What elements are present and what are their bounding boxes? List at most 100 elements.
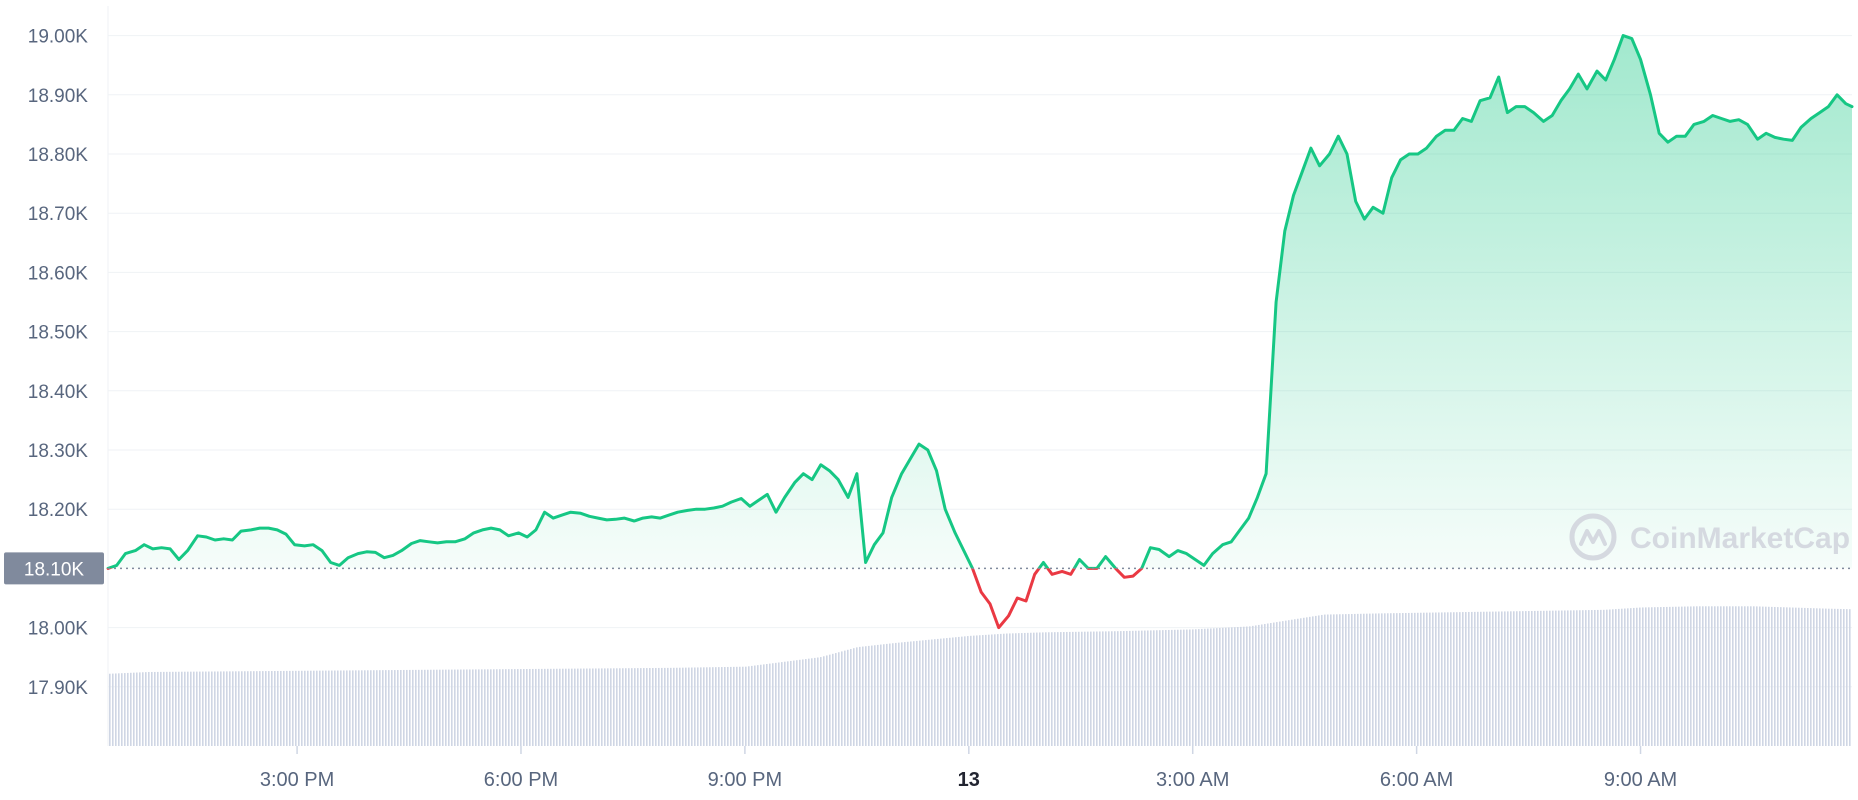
volume-bar	[1522, 611, 1524, 746]
volume-bar	[823, 656, 825, 746]
volume-bar	[1216, 628, 1218, 746]
volume-bar	[1564, 610, 1566, 746]
volume-bar	[1153, 630, 1155, 746]
y-tick-label: 18.40K	[28, 382, 89, 403]
volume-bar	[1084, 631, 1086, 746]
volume-bar	[868, 645, 870, 746]
volume-bar	[1381, 613, 1383, 746]
volume-bar	[826, 655, 828, 746]
volume-bar	[673, 667, 675, 746]
volume-bar	[466, 669, 468, 746]
volume-bar	[1117, 631, 1119, 746]
price-line-down	[106, 568, 1144, 630]
volume-bar	[1180, 629, 1182, 746]
grid-lines	[107, 6, 1852, 746]
volume-bar	[1018, 633, 1020, 746]
volume-bar	[490, 669, 492, 746]
y-tick-label: 18.70K	[28, 204, 89, 225]
volume-bar	[343, 670, 345, 746]
volume-bar	[427, 669, 429, 746]
volume-bar	[610, 668, 612, 746]
volume-bar	[295, 670, 297, 746]
reference-label-box	[4, 552, 104, 585]
volume-bar	[982, 635, 984, 746]
volume-bar	[778, 662, 780, 746]
volume-bar	[1405, 612, 1407, 746]
volume-bar	[1036, 632, 1038, 746]
volume-bar	[1291, 619, 1293, 746]
y-tick-label: 18.60K	[28, 263, 89, 284]
volume-bar	[1423, 612, 1425, 746]
volume-bar	[1369, 613, 1371, 746]
volume-bar	[1108, 631, 1110, 746]
volume-bar	[1195, 629, 1197, 746]
volume-bar	[820, 657, 822, 746]
volume-bar	[955, 637, 957, 746]
volume-bar	[196, 671, 198, 746]
volume-bar	[1372, 613, 1374, 746]
volume-bar	[979, 635, 981, 746]
volume-bar	[517, 669, 519, 746]
volume-bar	[1354, 613, 1356, 746]
volume-bar	[1630, 608, 1632, 746]
volume-bar	[124, 673, 126, 746]
x-tick-label: 6:00 AM	[1380, 769, 1453, 791]
volume-bar	[838, 652, 840, 746]
coinmarketcap-logo-icon	[1569, 513, 1617, 561]
volume-bar	[1006, 633, 1008, 746]
volume-bar	[1393, 613, 1395, 746]
price-area-fill	[108, 35, 1852, 569]
volume-bar	[712, 667, 714, 746]
volume-bar	[1174, 629, 1176, 746]
volume-bar	[1585, 610, 1587, 746]
volume-bar	[130, 672, 132, 746]
volume-bar	[769, 663, 771, 746]
volume-bar	[1639, 607, 1641, 746]
volume-bar	[793, 660, 795, 746]
volume-bar	[1375, 613, 1377, 746]
volume-bar	[1093, 631, 1095, 746]
x-axis: 3:00 PM 6:00 PM 9:00 PM 13 3:00 AM 6:00 AM 9:0…	[260, 746, 1677, 791]
volume-bar	[952, 637, 954, 746]
y-tick-label: 18.90K	[28, 86, 89, 107]
volume-bar	[1609, 609, 1611, 746]
volume-bar	[1240, 626, 1242, 746]
volume-bar	[166, 671, 168, 746]
volume-bar	[1450, 612, 1452, 746]
volume-bar	[1342, 614, 1344, 746]
volume-bar	[691, 667, 693, 746]
volume-bar	[1498, 611, 1500, 746]
volume-bar	[1000, 633, 1002, 746]
volume-bar	[1129, 630, 1131, 746]
volume-bar	[1558, 610, 1560, 746]
volume-bar	[667, 667, 669, 746]
volume-bar	[700, 667, 702, 746]
volume-bar	[1276, 622, 1278, 746]
volume-bar	[1477, 611, 1479, 746]
y-tick-label: 18.80K	[28, 145, 89, 166]
volume-bar	[946, 638, 948, 746]
volume-bar	[247, 671, 249, 746]
volume-bar	[1228, 627, 1230, 746]
volume-bar	[400, 669, 402, 746]
volume-bar	[274, 670, 276, 746]
volume-bar	[1321, 614, 1323, 746]
volume-bar	[1543, 610, 1545, 746]
reference-label: 18.10K	[24, 559, 85, 580]
volume-bar	[547, 668, 549, 746]
volume-bar	[844, 650, 846, 746]
volume-bar	[178, 671, 180, 746]
volume-bar	[754, 665, 756, 746]
volume-bar	[640, 668, 642, 746]
volume-bar	[1759, 606, 1761, 746]
volume-bar	[1336, 614, 1338, 746]
volume-bar	[1510, 611, 1512, 746]
volume-bar	[1705, 606, 1707, 746]
volume-bar	[139, 672, 141, 746]
volume-bar	[1684, 606, 1686, 746]
volume-bar	[391, 670, 393, 746]
volume-bar	[1225, 627, 1227, 746]
volume-bar	[1570, 610, 1572, 746]
volume-bar	[601, 668, 603, 746]
volume-bar	[1102, 631, 1104, 746]
